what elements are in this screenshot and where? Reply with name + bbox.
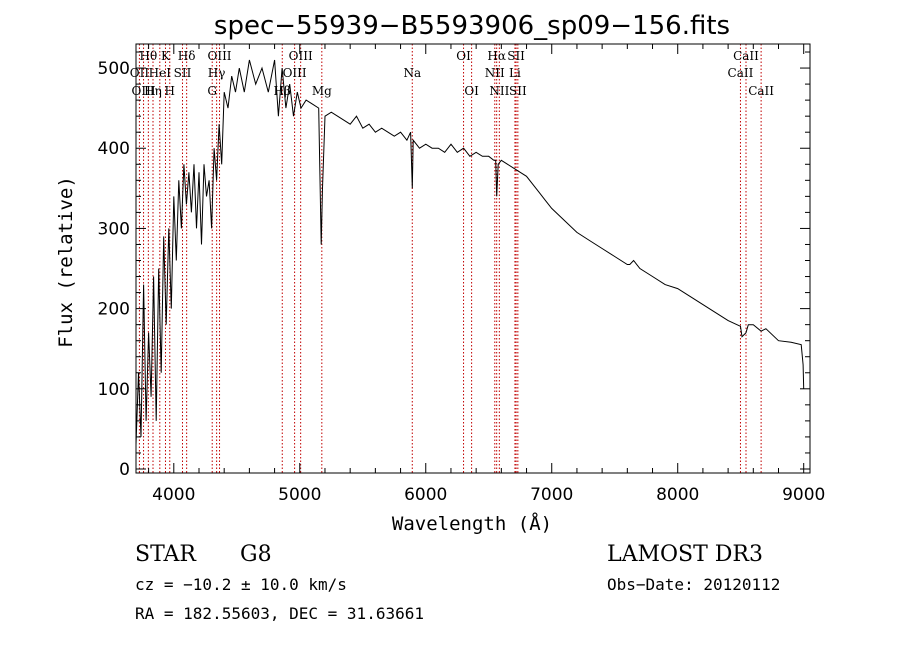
redshift-text: cz = −10.2 ± 10.0 km/s [135, 575, 347, 594]
plot-frame [135, 43, 811, 474]
line-label: Li [509, 66, 521, 80]
line-label: Na [403, 66, 421, 80]
line-label: HeI [149, 66, 172, 80]
line-label: NII [489, 84, 509, 98]
line-label: Hδ [178, 49, 196, 63]
y-tick-label: 100 [98, 380, 130, 400]
line-label: Hθ [139, 49, 157, 63]
line-label: OII [130, 66, 150, 80]
line-label: CaII [748, 84, 774, 98]
x-tick-label: 8000 [656, 485, 699, 505]
line-label: NII [485, 66, 505, 80]
line-label: OI [464, 84, 479, 98]
line-label: OIII [289, 49, 313, 63]
y-tick-label: 500 [98, 59, 130, 79]
line-label: OIII [283, 66, 307, 80]
x-tick-label: 4000 [152, 485, 195, 505]
line-label: Hα [487, 49, 506, 63]
x-tick-label: 7000 [530, 485, 573, 505]
y-tick-label: 300 [98, 219, 130, 239]
y-tick-label: 200 [98, 300, 130, 320]
y-tick-label: 0 [119, 460, 130, 480]
line-label: H [165, 84, 175, 98]
coordinates: RA = 182.55603, DEC = 31.63661 [135, 604, 424, 623]
y-tick-label: 400 [98, 139, 130, 159]
survey-label: LAMOST DR3 [607, 542, 763, 567]
object-class: STAR [135, 542, 197, 567]
line-label: CaII [733, 49, 759, 63]
x-axis-label: Wavelength (Å) [392, 512, 552, 535]
line-label: SII [507, 49, 525, 63]
x-tick-label: 9000 [782, 485, 825, 505]
line-label: Hη [144, 84, 162, 98]
line-label: K [161, 49, 171, 63]
spectrum-line [135, 59, 805, 445]
x-axis: 4000 5000 6000 7000 8000 9000 [148, 44, 825, 505]
emission-line-markers [138, 44, 762, 473]
line-label: Mg [312, 84, 332, 98]
y-axis: 0 100 200 300 400 500 [98, 51, 810, 480]
line-label: Hγ [208, 66, 226, 80]
subclass: G8 [240, 542, 272, 567]
line-label: CaII [728, 66, 754, 80]
x-tick-label: 5000 [278, 485, 321, 505]
x-tick-label: 6000 [404, 485, 447, 505]
chart-title: spec−55939−B5593906_sp09−156.fits [214, 11, 730, 41]
line-label: G [207, 84, 217, 98]
obs-date: Obs−Date: 20120112 [607, 575, 780, 594]
line-label: OI [456, 49, 471, 63]
line-label: OIII [132, 84, 156, 98]
line-label: SII [509, 84, 527, 98]
line-label: OIII [207, 49, 231, 63]
line-label: Hβ [274, 84, 291, 98]
line-label: SII [174, 66, 192, 80]
y-axis-label: Flux (relative) [55, 176, 77, 348]
